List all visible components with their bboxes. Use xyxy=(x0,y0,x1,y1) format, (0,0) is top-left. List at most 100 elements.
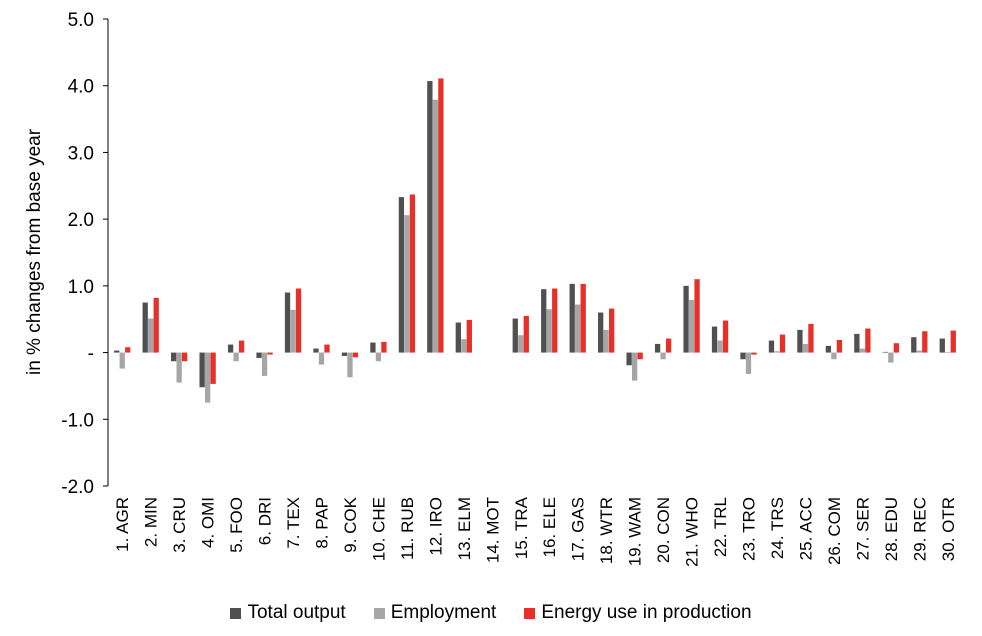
bar-total-output xyxy=(882,351,888,353)
x-category-label: 7. TEX xyxy=(284,497,303,549)
legend-label: Energy use in production xyxy=(541,602,752,623)
bar-energy-use-in-production xyxy=(637,352,643,360)
x-category-label: 2. MIN xyxy=(142,497,161,547)
bar-total-output xyxy=(683,285,689,353)
bar-energy-use-in-production xyxy=(409,194,416,353)
x-category-label: 22. TRL xyxy=(711,497,730,557)
legend-label: Total output xyxy=(247,602,346,623)
bar-total-output xyxy=(427,81,433,353)
x-axis-labels: 1. AGR 2. MIN 3. CRU 4. OMI 5. FOO 6. DRI 7. T… xyxy=(113,496,958,567)
x-category-label: 27. SER xyxy=(853,497,872,560)
y-tick-label: 5.0 xyxy=(68,10,94,31)
y-tick-label: -2.0 xyxy=(61,477,94,498)
bar-employment xyxy=(831,352,837,360)
bar-employment xyxy=(603,329,609,353)
bar-employment xyxy=(945,351,951,353)
bar-energy-use-in-production xyxy=(808,323,814,353)
bar-employment xyxy=(148,318,154,353)
bar-total-output xyxy=(199,352,205,388)
y-axis-title: in % changes from base year xyxy=(24,128,45,375)
bar-energy-use-in-production xyxy=(893,343,899,353)
bar-employment xyxy=(888,352,894,363)
bar-energy-use-in-production xyxy=(324,344,330,353)
bar-employment xyxy=(631,352,638,381)
bar-employment xyxy=(204,352,211,403)
x-category-label: 1. AGR xyxy=(113,497,132,552)
bar-energy-use-in-production xyxy=(182,352,188,362)
bar-total-output xyxy=(512,318,518,353)
x-category-label: 12. IRO xyxy=(426,497,445,556)
bar-employment xyxy=(176,352,182,383)
x-category-label: 8. PAP xyxy=(313,497,332,549)
bar-total-output xyxy=(939,338,945,353)
bar-energy-use-in-production xyxy=(210,352,216,384)
bar-total-output xyxy=(797,329,803,353)
bar-employment xyxy=(859,348,866,353)
bar-energy-use-in-production xyxy=(125,347,131,353)
x-category-label: 4. OMI xyxy=(199,497,218,548)
bar-energy-use-in-production xyxy=(523,315,529,353)
y-axis: 5.0 4.0 3.0 2.0 1.0 - -1.0 -2.0 xyxy=(61,10,109,498)
bar-energy-use-in-production xyxy=(665,338,672,353)
legend-item: Energy use in production xyxy=(524,602,752,624)
x-category-label: 3. CRU xyxy=(170,497,189,553)
bar-total-output xyxy=(854,333,860,353)
bar-total-output xyxy=(114,350,120,353)
bar-employment xyxy=(347,352,353,378)
x-category-label: 18. WTR xyxy=(597,497,616,564)
bar-total-output xyxy=(171,352,177,362)
bar-total-output xyxy=(654,343,661,353)
bar-employment xyxy=(461,339,467,353)
x-category-label: 10. CHE xyxy=(369,497,388,561)
bar-energy-use-in-production xyxy=(352,352,359,358)
bar-energy-use-in-production xyxy=(438,78,444,353)
bar-energy-use-in-production xyxy=(922,331,928,353)
bar-employment xyxy=(774,351,780,353)
x-category-label: 25. ACC xyxy=(796,497,815,560)
x-category-label: 16. ELE xyxy=(540,497,559,558)
bar-total-output xyxy=(398,197,405,353)
x-category-label: 28. EDU xyxy=(882,497,901,561)
legend: Total output Employment Energy use in prod… xyxy=(0,598,982,628)
legend-item: Employment xyxy=(373,602,497,624)
bar-employment xyxy=(575,304,581,353)
bar-energy-use-in-production xyxy=(580,283,586,353)
x-category-label: 5. FOO xyxy=(227,497,246,553)
legend-label: Employment xyxy=(390,602,497,623)
bar-total-output xyxy=(370,342,376,353)
bar-energy-use-in-production xyxy=(295,288,302,353)
bar-energy-use-in-production xyxy=(694,279,700,353)
bar-energy-use-in-production xyxy=(153,297,159,353)
bar-employment xyxy=(546,309,552,353)
x-category-label: 13. ELM xyxy=(455,497,474,560)
bar-employment xyxy=(404,215,410,353)
bar-energy-use-in-production xyxy=(238,340,245,353)
bar-employment xyxy=(688,299,695,353)
x-category-label: 6. DRI xyxy=(256,497,275,545)
bar-total-output xyxy=(626,352,632,366)
legend-swatch xyxy=(524,607,536,619)
x-category-label: 11. RUB xyxy=(398,497,417,560)
x-category-label: 23. TRO xyxy=(740,497,759,561)
x-category-label: 21. WHO xyxy=(683,497,702,567)
bar-employment xyxy=(119,352,125,369)
bar-employment xyxy=(802,343,809,353)
x-category-label: 29. REC xyxy=(910,497,929,561)
bar-energy-use-in-production xyxy=(381,341,387,353)
bar-total-output xyxy=(711,326,718,353)
bar-energy-use-in-production xyxy=(267,352,273,355)
bar-employment xyxy=(745,352,752,374)
y-tick-label: 4.0 xyxy=(68,77,94,98)
bar-total-output xyxy=(768,340,775,353)
bar-total-output xyxy=(598,312,604,353)
legend-swatch xyxy=(230,607,242,619)
bar-total-output xyxy=(569,283,575,353)
bar-total-output xyxy=(341,352,348,356)
bar-employment xyxy=(318,352,325,365)
y-tick-label: 3.0 xyxy=(68,143,94,164)
bar-energy-use-in-production xyxy=(466,319,472,353)
bar-energy-use-in-production xyxy=(950,330,956,353)
y-tick-label: - xyxy=(88,344,94,365)
bar-total-output xyxy=(825,345,832,353)
bar-total-output xyxy=(256,352,262,358)
